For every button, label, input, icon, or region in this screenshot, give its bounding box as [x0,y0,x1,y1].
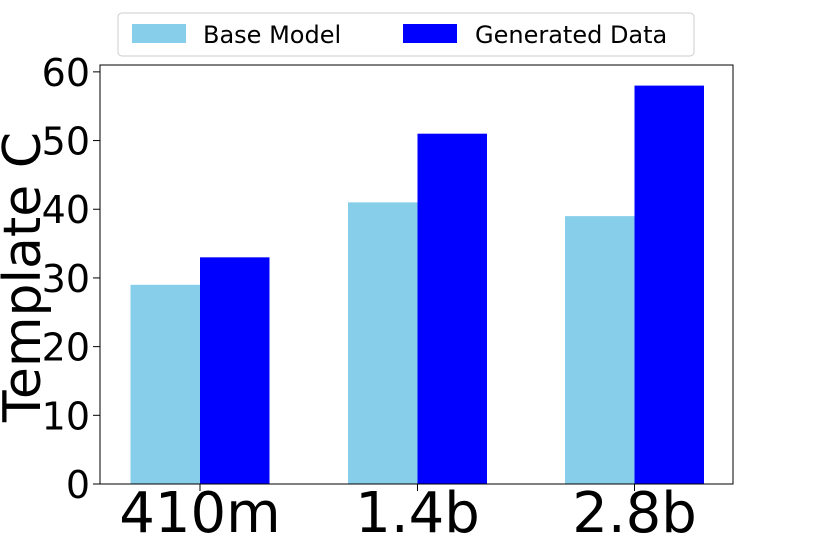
y-tick-label: 40 [42,188,90,232]
x-tick-label: 1.4b [355,481,480,543]
legend: Base Model Generated Data [117,12,695,57]
y-tick-label: 30 [42,257,90,301]
x-tick-label: 410m [119,481,280,543]
bar-generated-data-1-4b [417,133,487,484]
bar-base-model-410m [130,284,200,484]
y-ticks: 0 10 20 30 40 50 60 [42,51,100,507]
y-tick-label: 0 [66,463,90,507]
plot-frame [99,64,734,485]
x-ticks: 410m 1.4b 2.8b [119,481,697,543]
bar-base-model-2-8b [565,216,635,485]
bar-generated-data-2-8b [634,85,704,484]
y-tick-label: 10 [42,394,90,438]
y-tick-label: 20 [42,326,90,370]
legend-swatch-base-model [132,24,186,43]
legend-label-base-model: Base Model [203,21,341,49]
x-tick-label: 2.8b [572,481,697,543]
bar-base-model-1-4b [348,202,418,484]
bar-generated-data-410m [200,257,270,484]
legend-swatch-generated-data [403,24,457,43]
y-axis-label: Template C [0,132,53,423]
y-tick-label: 60 [42,51,90,95]
legend-label-generated-data: Generated Data [475,21,667,49]
bars-group [130,85,704,485]
y-tick-label: 50 [42,120,90,164]
